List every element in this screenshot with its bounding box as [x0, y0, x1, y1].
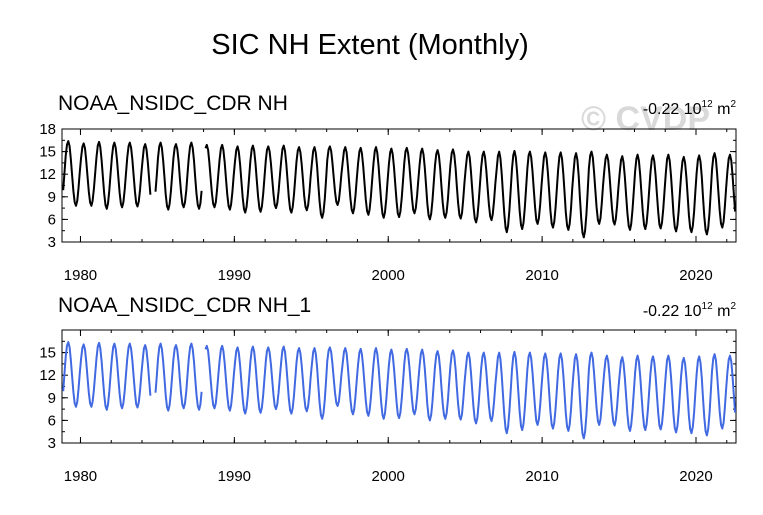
x-tick-label: 2020 — [679, 267, 712, 284]
cvdp-watermark: © CVDP — [581, 100, 710, 138]
panel-2: NOAA_NSIDC_CDR NH_1 -0.22 1012 m2 3 6 9 12 15 1… — [39, 294, 737, 485]
panel-title: NOAA_NSIDC_CDR NH — [58, 92, 288, 115]
y-tick-label: 15 — [39, 345, 56, 362]
y-tick-label: 9 — [48, 390, 56, 407]
y-tick-label: 18 — [39, 121, 56, 138]
series-line — [62, 140, 737, 239]
y-tick-label: 3 — [48, 435, 56, 452]
y-tick-label: 3 — [48, 234, 56, 251]
panel-1: NOAA_NSIDC_CDR NH -0.22 1012 m2 3 6 9 12 15 18 1… — [39, 92, 737, 284]
y-tick-label: 12 — [39, 166, 56, 183]
trend-label: -0.22 1012 m2 — [643, 99, 737, 118]
trend-label: -0.22 1012 m2 — [643, 301, 737, 320]
x-tick-label: 1990 — [218, 267, 251, 284]
x-tick-label: 1980 — [64, 468, 97, 485]
series-line — [62, 341, 737, 440]
x-tick-label: 2000 — [372, 468, 405, 485]
y-tick-label: 15 — [39, 144, 56, 161]
y-tick-label: 9 — [48, 189, 56, 206]
x-tick-label: 2010 — [525, 267, 558, 284]
x-tick-label: 2020 — [679, 468, 712, 485]
x-tick-label: 1980 — [64, 267, 97, 284]
y-tick-label: 6 — [48, 412, 56, 429]
x-tick-label: 2000 — [372, 267, 405, 284]
y-tick-label: 12 — [39, 367, 56, 384]
panel-title: NOAA_NSIDC_CDR NH_1 — [58, 294, 311, 317]
x-tick-label: 1990 — [218, 468, 251, 485]
y-tick-label: 6 — [48, 211, 56, 228]
x-tick-label: 2010 — [525, 468, 558, 485]
figure-title: SIC NH Extent (Monthly) — [211, 29, 528, 61]
